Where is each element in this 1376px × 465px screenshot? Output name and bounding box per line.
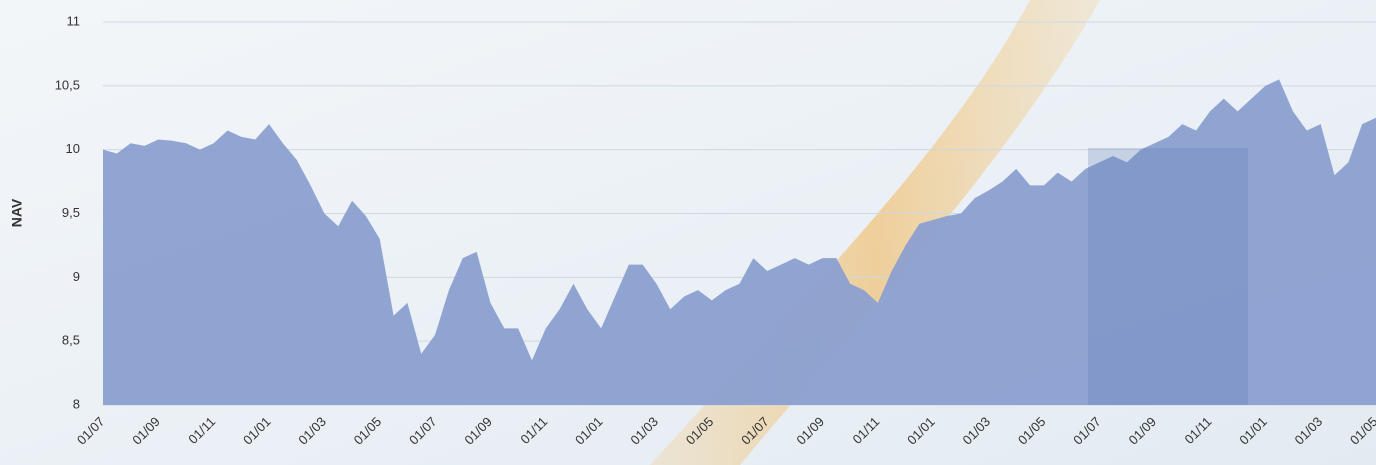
y-axis-label: NAV xyxy=(9,198,25,227)
y-tick-label: 8,5 xyxy=(62,333,80,348)
y-tick-label: 11 xyxy=(67,13,81,28)
y-tick-label: 10 xyxy=(66,141,80,156)
decorative-panel xyxy=(1088,148,1248,405)
chart: NAV 88,599,51010,51101/0701/0901/1101/01… xyxy=(0,0,1376,465)
y-tick-label: 9,5 xyxy=(62,205,80,220)
y-tick-label: 9 xyxy=(73,269,80,284)
y-tick-label: 8 xyxy=(73,396,80,411)
y-tick-label: 10,5 xyxy=(55,77,80,92)
